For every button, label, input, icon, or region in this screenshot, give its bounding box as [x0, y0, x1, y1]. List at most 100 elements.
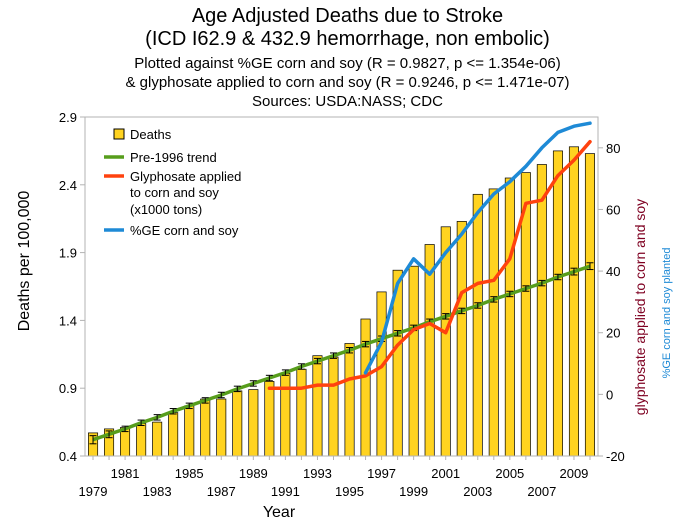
trend-errorbar-1996 — [362, 340, 370, 348]
trend-errorbar-2002 — [458, 307, 466, 315]
deaths-bar-2010 — [584, 153, 595, 457]
plot-frame — [84, 116, 599, 457]
deaths-bar-2001 — [440, 226, 451, 457]
deaths-bar-1986 — [200, 398, 211, 457]
trend-errorbar-1988 — [233, 385, 241, 393]
y2-axis-label-ge: %GE corn and soy planted — [661, 248, 673, 379]
x-tick-label-2001: 2001 — [431, 466, 460, 481]
trend-errorbar-2001 — [442, 313, 450, 320]
trend-errorbar-1981 — [121, 425, 129, 433]
x-tick-label-1989: 1989 — [239, 466, 268, 481]
deaths-bar-2004 — [488, 188, 499, 457]
deaths-bar-1991 — [280, 372, 291, 457]
trend-errorbar-1994 — [329, 352, 337, 359]
deaths-bar-1989 — [248, 389, 259, 457]
trend-errorbar-2005 — [506, 290, 514, 298]
deaths-bars — [88, 146, 595, 457]
x-tick-label-2003: 2003 — [463, 484, 492, 499]
deaths-bar-1985 — [184, 405, 195, 457]
ge-corn-soy-line — [363, 121, 592, 375]
legend-label-glyphosate-2: to corn and soy — [130, 185, 219, 200]
chart-title-line-2: (ICD I62.9 & 432.9 hemorrhage, non embol… — [145, 28, 550, 50]
plot-border — [84, 116, 599, 457]
x-tick-label-2005: 2005 — [495, 466, 524, 481]
y2-tick-label-60: 60 — [606, 202, 620, 217]
y2-tick-label-0: 0 — [606, 387, 613, 402]
deaths-bar-2003 — [472, 193, 483, 457]
deaths-bar-2002 — [456, 221, 467, 457]
y2-axis-label-glyphosate: glyphosate applied to corn and soy — [632, 199, 648, 415]
pre-1996-trend-line — [89, 262, 594, 445]
trend-errorbar-1989 — [249, 380, 257, 387]
deaths-bar-1994 — [328, 356, 339, 457]
deaths-bar-1982 — [136, 423, 147, 457]
chart-title-line-1: Age Adjusted Deaths due to Stroke — [191, 5, 504, 27]
axes: 0.40.91.41.92.42.9-200204060801979198119… — [59, 110, 625, 499]
glyphosate-line — [267, 139, 592, 390]
x-tick-label-1983: 1983 — [143, 484, 172, 499]
y-tick-label-2.9: 2.9 — [59, 110, 77, 125]
x-tick-label-1999: 1999 — [399, 484, 428, 499]
y-tick-label-0.9: 0.9 — [59, 381, 77, 396]
deaths-bar-1983 — [152, 421, 163, 457]
trend-errorbar-1984 — [169, 408, 177, 415]
x-tick-label-1987: 1987 — [207, 484, 236, 499]
trend-errorbar-1995 — [346, 347, 354, 354]
deaths-bar-1999 — [408, 265, 419, 457]
x-tick-label-2007: 2007 — [527, 484, 556, 499]
y-tick-label-1.9: 1.9 — [59, 246, 77, 261]
legend-label-trend: Pre-1996 trend — [130, 150, 217, 165]
trend-errorbar-1985 — [185, 402, 193, 410]
y2-tick-label-20: 20 — [606, 326, 620, 341]
legend-swatch-deaths — [113, 128, 125, 140]
x-tick-label-1985: 1985 — [175, 466, 204, 481]
chart-sources: Sources: USDA:NASS; CDC — [252, 93, 443, 110]
trend-errorbar-1983 — [153, 414, 161, 421]
trend-errorbar-1986 — [201, 397, 209, 404]
deaths-bar-1990 — [264, 381, 275, 457]
deaths-bar-1988 — [232, 390, 243, 457]
deaths-bar-1997 — [376, 291, 387, 457]
y2-tick-label--20: -20 — [606, 449, 625, 464]
deaths-bar-1992 — [296, 368, 307, 457]
legend-label-deaths: Deaths — [130, 127, 172, 142]
deaths-bar-2005 — [504, 177, 515, 457]
trend-errorbar-2009 — [570, 267, 578, 276]
trend-errorbar-1992 — [297, 363, 305, 370]
legend-label-glyphosate-3: (x1000 tons) — [130, 202, 202, 217]
x-tick-label-1991: 1991 — [271, 484, 300, 499]
deaths-bar-1995 — [344, 343, 355, 457]
x-tick-label-1981: 1981 — [111, 466, 140, 481]
glyphosate-line-path — [267, 139, 592, 390]
y-tick-label-1.4: 1.4 — [59, 313, 77, 328]
trend-errorbar-2006 — [522, 285, 530, 292]
trend-errorbar-1980 — [105, 430, 113, 439]
y-tick-label-2.4: 2.4 — [59, 178, 77, 193]
y-axis-label: Deaths per 100,000 — [16, 191, 33, 332]
trend-errorbar-2004 — [490, 296, 498, 303]
x-tick-label-1993: 1993 — [303, 466, 332, 481]
legend-label-ge: %GE corn and soy — [130, 223, 239, 238]
ge-line-path — [363, 121, 592, 375]
trend-errorbar-1987 — [217, 391, 225, 399]
x-tick-label-1995: 1995 — [335, 484, 364, 499]
trend-errorbar-1993 — [313, 357, 321, 365]
deaths-bar-2008 — [552, 150, 563, 457]
chart-subtitle-line-2: & glyphosate applied to corn and soy (R … — [125, 74, 570, 91]
trend-errorbar-1979 — [89, 435, 97, 445]
deaths-bar-1993 — [312, 355, 323, 457]
deaths-bar-2009 — [568, 146, 579, 457]
deaths-bar-2007 — [536, 164, 547, 457]
deaths-bar-2000 — [424, 244, 435, 457]
trend-errorbar-1990 — [265, 374, 273, 382]
x-tick-label-2009: 2009 — [559, 466, 588, 481]
deaths-bar-1984 — [168, 412, 179, 457]
trend-errorbar-2010 — [586, 262, 594, 271]
trend-errorbar-1991 — [281, 369, 289, 376]
x-axis-label: Year — [263, 504, 296, 521]
deaths-bar-1996 — [360, 318, 371, 457]
trend-line-path — [92, 264, 591, 442]
trend-errorbar-1998 — [394, 330, 402, 337]
x-tick-label-1979: 1979 — [79, 484, 108, 499]
